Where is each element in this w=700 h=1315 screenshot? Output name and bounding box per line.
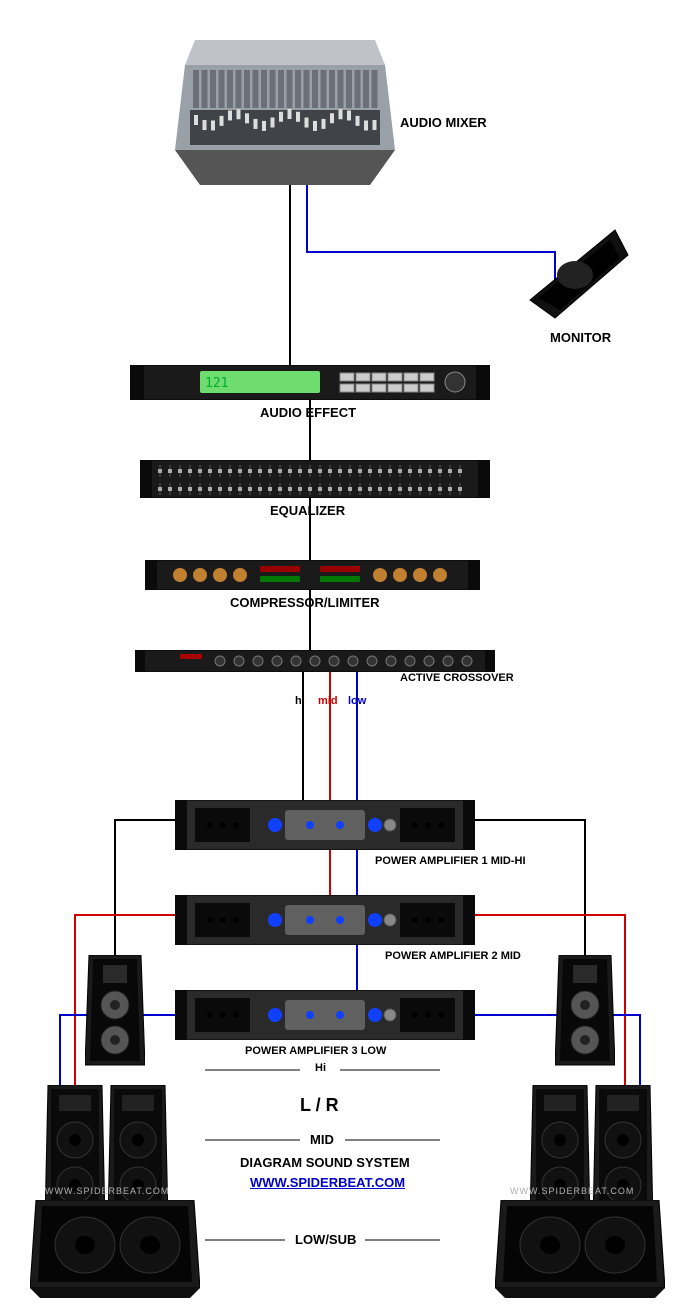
equalizer-rack [140, 460, 490, 498]
label-amp3: POWER AMPLIFIER 3 LOW [245, 1045, 386, 1057]
website-link[interactable]: WWW.SPIDERBEAT.COM [250, 1175, 405, 1190]
section-low: LOW/SUB [295, 1232, 356, 1247]
label-comp: COMPRESSOR/LIMITER [230, 595, 380, 610]
section-hi: Hi [315, 1062, 326, 1074]
svg-text:121: 121 [205, 376, 228, 391]
power-amp-2 [175, 895, 475, 945]
xover-out-hi: hi [295, 695, 305, 707]
sub-left [30, 1200, 200, 1298]
label-eq: EQUALIZER [270, 503, 345, 518]
label-mixer: AUDIO MIXER [400, 115, 487, 130]
hi-speaker-right [555, 955, 615, 1070]
power-amp-1 [175, 800, 475, 850]
title: DIAGRAM SOUND SYSTEM [240, 1155, 410, 1170]
power-amp-3 [175, 990, 475, 1040]
hi-speaker-left [85, 955, 145, 1070]
audio-effect-rack: 121 [130, 365, 490, 400]
xover-out-mid: mid [318, 695, 338, 707]
monitor-speaker [520, 220, 630, 320]
watermark-2: WWW.SPIDERBEAT.COM [510, 1186, 634, 1196]
section-lr: L / R [300, 1095, 339, 1116]
label-effect: AUDIO EFFECT [260, 405, 356, 420]
label-xover: ACTIVE CROSSOVER [400, 672, 514, 684]
section-mid: MID [310, 1132, 334, 1147]
xover-out-low: low [348, 695, 366, 707]
label-amp1: POWER AMPLIFIER 1 MID-HI [375, 855, 526, 867]
active-crossover-rack [135, 650, 495, 672]
sub-right [495, 1200, 665, 1298]
watermark-1: WWW.SPIDERBEAT.COM [45, 1186, 169, 1196]
label-amp2: POWER AMPLIFIER 2 MID [385, 950, 521, 962]
audio-mixer [175, 30, 395, 185]
compressor-limiter-rack [145, 560, 480, 590]
label-monitor: MONITOR [550, 330, 611, 345]
